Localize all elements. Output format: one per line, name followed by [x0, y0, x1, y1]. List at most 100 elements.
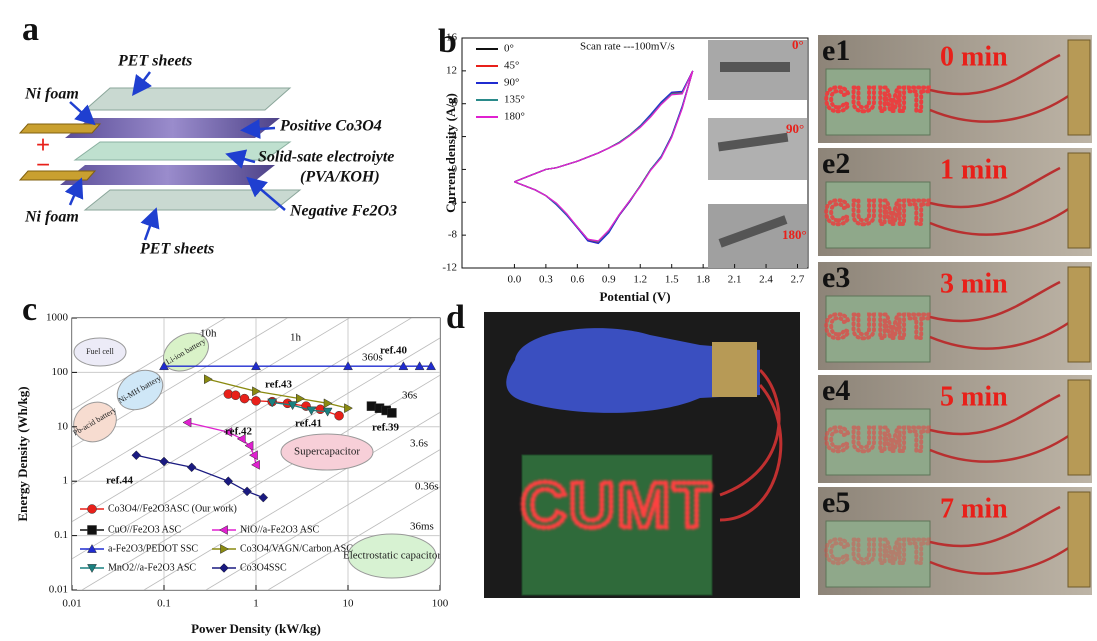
marker [316, 405, 325, 414]
y-tick-label: 12 [446, 64, 457, 76]
polarity-sign: − [36, 151, 50, 178]
y-tick-label: -4 [448, 196, 458, 208]
x-tick-label: 0.1 [157, 598, 171, 610]
diagram-label: PET sheets [139, 241, 214, 258]
led-text: CUMT [825, 308, 931, 346]
x-tick-label: 100 [432, 598, 449, 610]
x-tick-label: 1.2 [633, 274, 647, 286]
time-label: 0 min [940, 41, 1008, 72]
photo-object [720, 62, 790, 72]
legend-label: 0° [504, 43, 514, 55]
y-tick-label: 16 [446, 32, 458, 44]
x-tick-label: 0.6 [570, 274, 584, 286]
device-diagram: PET sheets Ni foam Positive Co3O4 Solid-… [20, 53, 397, 258]
ref-label: ref.42 [225, 426, 252, 438]
legend-label: Co3O4/VAGN/Carbon ASC [240, 543, 353, 554]
panel-label: d [446, 299, 465, 336]
cv-curve [514, 71, 692, 244]
time-label: 5 min [940, 381, 1008, 412]
x-tick-label: 10 [343, 598, 355, 610]
time-label: 0.36s [415, 481, 439, 493]
diagram-label: Solid-sate electroiyte [258, 149, 394, 166]
y-tick-label: -12 [442, 262, 457, 274]
panel-label: e5 [822, 486, 850, 519]
x-tick-label: 1.5 [665, 274, 679, 286]
led-text: CUMT [521, 469, 714, 541]
y-tick-label: 8 [452, 97, 458, 109]
led-text: CUMT [825, 81, 931, 119]
arrow [70, 182, 80, 205]
diagram-label: (PVA/KOH) [300, 169, 380, 186]
battery [1068, 267, 1090, 362]
legend-label: 135° [504, 94, 525, 106]
diagram-label: Negative Fe2O3 [289, 203, 397, 220]
cv-curve [514, 71, 692, 241]
panel-label: e2 [822, 147, 850, 180]
x-axis-label: Potential (V) [599, 289, 670, 304]
time-label: 36ms [410, 521, 434, 533]
y-tick-label: 100 [52, 366, 69, 378]
marker [335, 411, 344, 420]
marker [367, 402, 376, 411]
marker [252, 396, 261, 405]
x-tick-label: 1.8 [696, 274, 710, 286]
legend-label: CuO//Fe2O3 ASC [108, 524, 181, 535]
angle-label: 90° [786, 121, 804, 136]
region-label: Fuel cell [86, 347, 115, 356]
y-axis-label: Energy Density (Wh/kg) [15, 386, 30, 521]
time-label: 1h [290, 332, 302, 344]
ref-label: ref.39 [372, 422, 399, 434]
ni-foam-tab [20, 124, 100, 133]
ref-label: ref.43 [265, 379, 292, 391]
marker [231, 391, 240, 400]
cv-curve [514, 71, 692, 243]
time-label: 10h [200, 328, 217, 340]
marker [240, 394, 249, 403]
x-axis-label: Power Density (kW/kg) [191, 621, 321, 636]
diagram-label: Ni foam [24, 86, 79, 103]
y-tick-label: 0.01 [49, 584, 68, 596]
legend-label: 45° [504, 60, 519, 72]
figure: a b c d PET sheets Ni foam Positive Co3O… [0, 0, 1097, 641]
panel-label: a [22, 11, 39, 48]
led-text: CUMT [825, 533, 931, 571]
region-label: Electrostatic capacitor [343, 550, 441, 562]
marker [88, 505, 97, 514]
legend-label: MnO2//a-Fe2O3 ASC [108, 562, 196, 573]
y-tick-label: 0 [452, 163, 458, 175]
legend-label: 90° [504, 77, 519, 89]
angle-label: 0° [792, 37, 804, 52]
x-tick-label: 0.9 [602, 274, 616, 286]
time-label: 7 min [940, 493, 1008, 524]
panel-label: c [22, 291, 37, 328]
cv-curve [514, 71, 692, 242]
x-tick-label: 2.1 [728, 274, 742, 286]
legend-label: a-Fe2O3/PEDOT SSC [108, 543, 198, 554]
ref-label: ref.40 [380, 345, 407, 357]
annotation: Scan rate ---100mV/s [580, 41, 675, 53]
ref-label: ref.41 [295, 418, 322, 430]
x-tick-label: 0.3 [539, 274, 553, 286]
pet-sheet [85, 88, 290, 110]
marker [387, 408, 396, 417]
time-label: 3 min [940, 268, 1008, 299]
arrow [145, 212, 155, 240]
legend-label: Co3O4//Fe2O3ASC (Our work) [108, 503, 237, 514]
battery [1068, 380, 1090, 475]
x-tick-label: 0.01 [62, 598, 81, 610]
y-tick-label: 1000 [46, 312, 69, 324]
x-tick-label: 2.4 [759, 274, 773, 286]
ref-label: ref.44 [106, 475, 133, 487]
time-label: 3.6s [410, 438, 428, 450]
time-label: 1 min [940, 154, 1008, 185]
led-text: CUMT [825, 194, 931, 232]
battery [712, 342, 757, 397]
diagram-label: Positive Co3O4 [279, 118, 382, 135]
diagram-label: PET sheets [117, 53, 192, 70]
panel-label: e3 [822, 261, 850, 294]
battery [1068, 40, 1090, 135]
fe2o3-layer [60, 165, 275, 185]
diagram-label: Ni foam [24, 209, 79, 226]
y-tick-label: -8 [448, 229, 458, 241]
ni-foam-tab [20, 171, 95, 180]
